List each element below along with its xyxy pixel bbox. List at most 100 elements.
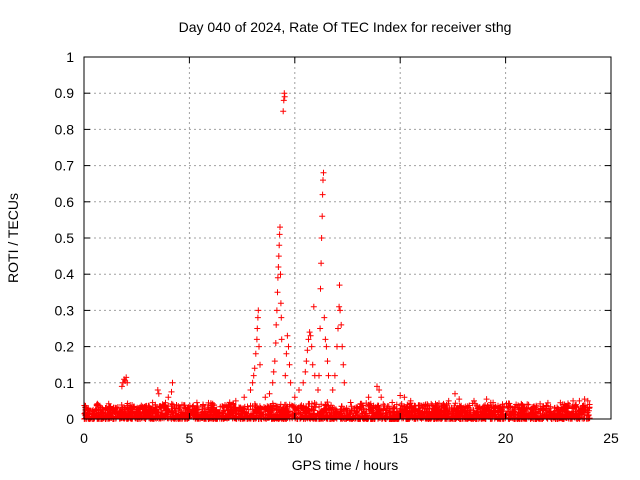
baseline-band-layer	[81, 399, 593, 422]
data-point	[340, 361, 347, 368]
data-point	[304, 347, 311, 354]
data-point	[250, 372, 257, 379]
data-point	[319, 191, 326, 198]
data-point	[316, 372, 322, 379]
data-point	[296, 387, 302, 393]
x-tick-label: 0	[80, 430, 88, 446]
data-point	[274, 274, 281, 281]
data-point	[336, 303, 343, 310]
y-tick-label: 0.1	[55, 375, 75, 391]
data-point	[281, 93, 288, 100]
data-point	[339, 343, 346, 350]
data-point	[557, 399, 564, 406]
data-point	[315, 387, 321, 393]
data-point	[318, 260, 325, 267]
data-point	[401, 394, 408, 401]
data-point	[581, 396, 588, 403]
data-point	[456, 396, 463, 403]
data-point	[317, 285, 324, 292]
data-point	[252, 350, 259, 357]
data-point	[269, 379, 276, 386]
data-point	[487, 399, 494, 406]
data-point	[445, 397, 452, 404]
x-axis-label: GPS time / hours	[292, 457, 399, 473]
grid-layer	[84, 57, 611, 419]
data-point	[570, 397, 577, 404]
data-point	[118, 383, 125, 390]
data-point	[322, 336, 329, 343]
data-point	[378, 394, 385, 401]
y-tick-label: 0.6	[55, 194, 75, 210]
data-point	[341, 379, 348, 386]
data-point	[165, 394, 172, 401]
data-point	[376, 387, 383, 393]
data-point	[324, 358, 331, 365]
data-point	[286, 361, 293, 368]
data-point	[283, 350, 290, 357]
data-point	[320, 177, 326, 184]
y-tick-label: 1	[66, 49, 74, 65]
data-point	[452, 390, 458, 397]
data-point	[584, 397, 591, 404]
data-point	[274, 289, 281, 296]
data-point	[278, 336, 285, 343]
data-point	[124, 379, 131, 386]
data-point	[513, 401, 520, 408]
data-point	[397, 392, 404, 399]
data-point	[272, 340, 279, 346]
data-point	[336, 282, 343, 289]
data-point	[256, 343, 262, 350]
data-point	[365, 394, 372, 401]
data-point	[317, 325, 324, 332]
data-point	[576, 397, 583, 404]
x-tick-label: 20	[498, 430, 514, 446]
y-tick-label: 0.4	[55, 266, 75, 282]
data-point	[257, 361, 263, 368]
y-tick-label: 0.8	[55, 121, 75, 137]
data-point	[483, 396, 490, 403]
data-point	[280, 108, 287, 115]
baseline-band	[81, 399, 593, 422]
data-point	[254, 314, 261, 321]
data-point	[276, 231, 283, 238]
data-point	[471, 397, 477, 404]
data-point	[300, 379, 307, 386]
data-point	[273, 307, 280, 314]
data-point	[331, 372, 338, 379]
data-point	[319, 213, 326, 220]
x-tick-label: 10	[287, 430, 303, 446]
y-tick-label: 0.7	[55, 158, 75, 174]
data-point	[278, 314, 285, 321]
data-point	[273, 321, 280, 328]
data-point	[280, 97, 287, 104]
data-point	[309, 361, 316, 368]
data-point	[276, 242, 283, 249]
data-point	[337, 307, 344, 314]
data-point	[307, 332, 314, 339]
y-tick-label: 0.5	[55, 230, 75, 246]
x-tick-label: 5	[186, 430, 194, 446]
data-points-layer	[118, 90, 591, 410]
data-point	[249, 379, 256, 386]
data-point	[262, 394, 269, 401]
data-point	[329, 387, 336, 393]
data-point	[282, 372, 289, 379]
data-point	[254, 325, 261, 332]
data-point	[168, 388, 175, 395]
data-point	[302, 368, 309, 375]
data-point	[247, 387, 254, 393]
y-tick-label: 0.3	[55, 302, 75, 318]
data-point	[338, 321, 345, 328]
data-point	[154, 387, 161, 393]
chart-title: Day 040 of 2024, Rate Of TEC Index for r…	[179, 19, 512, 35]
data-point	[285, 343, 292, 350]
data-point	[232, 397, 239, 404]
data-point	[335, 325, 341, 332]
data-point	[271, 358, 278, 365]
data-point	[320, 169, 327, 176]
data-point	[284, 332, 291, 339]
y-tick-label: 0.9	[55, 85, 75, 101]
data-point	[540, 403, 547, 410]
